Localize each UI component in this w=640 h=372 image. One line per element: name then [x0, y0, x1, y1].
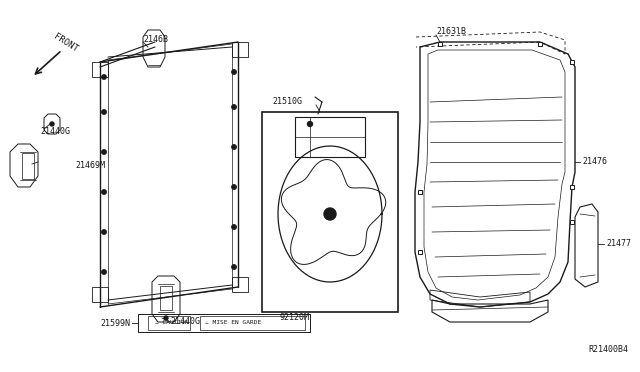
Circle shape — [102, 270, 106, 274]
Circle shape — [232, 145, 236, 149]
Text: 21510G: 21510G — [272, 97, 302, 106]
Text: FRONT: FRONT — [52, 32, 79, 54]
Text: 21477: 21477 — [606, 240, 631, 248]
Circle shape — [102, 230, 106, 234]
Text: 21440G: 21440G — [40, 128, 70, 137]
Text: 21440G: 21440G — [170, 317, 200, 327]
Circle shape — [232, 225, 236, 229]
Circle shape — [50, 122, 54, 126]
Text: 21469M: 21469M — [75, 160, 105, 170]
Circle shape — [232, 105, 236, 109]
Text: ⚠ MISE EN GARDE: ⚠ MISE EN GARDE — [205, 321, 261, 326]
Text: 2146B: 2146B — [143, 35, 168, 44]
Circle shape — [324, 208, 336, 220]
Text: R21400B4: R21400B4 — [588, 345, 628, 354]
Text: 21599N: 21599N — [100, 318, 130, 327]
Text: 92120M: 92120M — [280, 312, 310, 321]
Circle shape — [102, 110, 106, 114]
Circle shape — [232, 70, 236, 74]
Text: 2163lB: 2163lB — [436, 28, 466, 36]
Circle shape — [164, 316, 168, 320]
Circle shape — [307, 122, 312, 126]
Text: ⚠ CAUTION: ⚠ CAUTION — [155, 321, 189, 326]
Circle shape — [102, 190, 106, 194]
Circle shape — [102, 75, 106, 79]
Circle shape — [232, 185, 236, 189]
Circle shape — [102, 150, 106, 154]
Text: 21476: 21476 — [582, 157, 607, 167]
Circle shape — [232, 265, 236, 269]
